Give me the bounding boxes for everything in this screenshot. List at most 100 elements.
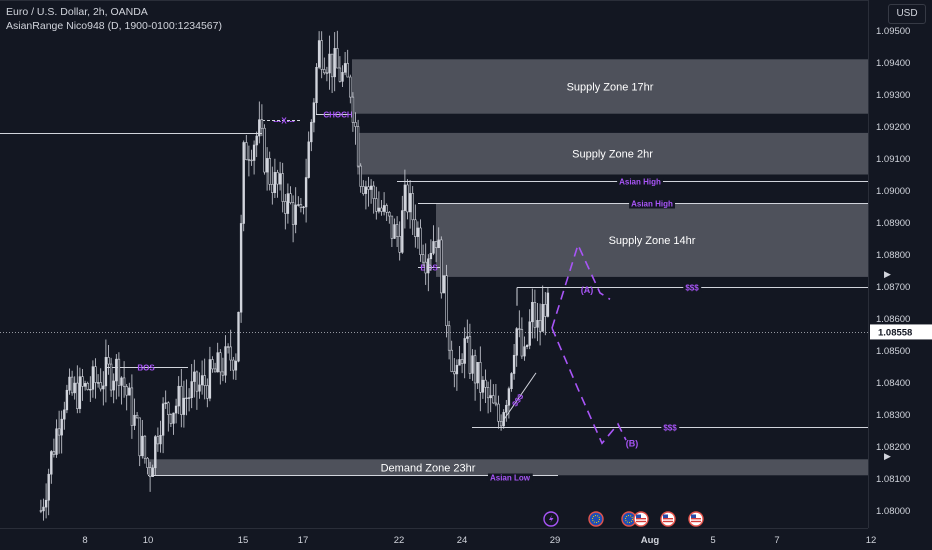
zone-label: Supply Zone 2hr <box>572 149 653 161</box>
candle-body <box>125 386 128 396</box>
eu-flag-icon[interactable] <box>621 511 637 527</box>
scroll-right-arrow-icon[interactable]: ▶ <box>884 269 891 279</box>
candle-body <box>367 186 370 190</box>
candle-body <box>73 382 76 394</box>
zone-rect <box>148 459 868 476</box>
candle-body <box>317 40 321 68</box>
candle-body <box>234 360 238 371</box>
candle-body <box>47 473 50 501</box>
candle-body <box>414 219 417 237</box>
candle-body <box>463 338 466 364</box>
candle-body <box>44 499 48 508</box>
candle-body <box>86 383 89 390</box>
candle-body <box>541 304 544 332</box>
candle-body <box>128 387 131 396</box>
candle-body <box>390 215 394 239</box>
scroll-right-arrow-icon[interactable]: ▶ <box>884 451 891 461</box>
us-flag-icon[interactable] <box>688 511 704 527</box>
candle-body <box>364 186 368 194</box>
candle-body <box>57 428 61 436</box>
candle-body <box>294 204 297 225</box>
candle-body <box>232 359 235 371</box>
candle-body <box>427 258 430 274</box>
us-flag-icon[interactable] <box>633 511 649 527</box>
candle-body <box>200 375 204 386</box>
level-label: BOS <box>137 364 155 373</box>
current-price-badge <box>870 324 932 340</box>
candle-body <box>432 241 435 254</box>
price-tick-label: 1.08400 <box>876 378 910 389</box>
candle-body <box>310 121 313 143</box>
candle-body <box>382 205 386 212</box>
candle-body <box>164 402 167 405</box>
candle-body <box>328 53 331 74</box>
candle-body <box>276 172 279 185</box>
candle-body <box>278 173 282 185</box>
level-label: CHOCH <box>323 111 353 120</box>
candle-body <box>146 457 149 468</box>
candle-body <box>507 388 511 406</box>
level--: $$$ <box>517 283 868 293</box>
candle-body <box>208 359 212 399</box>
candle-body <box>401 210 404 253</box>
candle-body <box>484 379 487 388</box>
candle-body <box>481 379 485 393</box>
price-tick-label: 1.08800 <box>876 250 910 261</box>
candle-body <box>354 122 357 127</box>
candle-body <box>180 385 183 415</box>
candle-body <box>385 205 388 213</box>
candle-body <box>182 397 186 415</box>
annotation-b: (B) <box>626 439 639 449</box>
candle-body <box>533 301 537 328</box>
price-tick-label: 1.09500 <box>876 26 910 37</box>
candle-body <box>60 418 63 436</box>
time-tick-label: 5 <box>710 535 715 546</box>
price-tick-label: 1.09200 <box>876 122 910 133</box>
candle-body <box>343 63 347 73</box>
candle-body <box>369 185 373 190</box>
indicator-title: AsianRange Nico948 (D, 1900-0100:1234567… <box>6 20 222 32</box>
candle-body <box>528 321 531 346</box>
candle-body <box>115 358 118 382</box>
candle-body <box>388 212 391 217</box>
candle-body <box>510 373 513 389</box>
time-tick-label: 29 <box>550 535 561 546</box>
candle-body <box>273 172 277 193</box>
currency-button[interactable]: USD <box>888 4 926 24</box>
lightning-icon[interactable] <box>543 511 559 527</box>
candle-body <box>544 304 547 317</box>
candle-body <box>302 206 305 209</box>
projection-path-b <box>551 327 627 445</box>
eu-flag-icon[interactable] <box>588 511 604 527</box>
candle-body <box>94 366 97 383</box>
candle-body <box>362 186 365 194</box>
candle-body <box>546 292 550 317</box>
candle-body <box>406 184 409 213</box>
candle-body <box>494 402 498 405</box>
candle-body <box>211 359 214 370</box>
candle-body <box>198 384 201 392</box>
level--x-: ---X--- <box>262 117 300 126</box>
price-tick-label: 1.09000 <box>876 186 910 197</box>
candle-body <box>523 346 526 357</box>
candle-body <box>499 421 503 427</box>
candle-body <box>349 76 352 98</box>
candle-body <box>156 436 160 445</box>
candle-body <box>377 207 381 212</box>
level-label: $$$ <box>663 424 677 433</box>
candle-body <box>393 224 396 239</box>
candle-body <box>206 385 209 399</box>
candle-body <box>518 328 521 330</box>
us-flag-icon[interactable] <box>660 511 676 527</box>
time-tick-label: 17 <box>298 535 309 546</box>
price-tick-label: 1.09100 <box>876 154 910 165</box>
candle-body <box>445 275 448 326</box>
candles <box>39 30 550 521</box>
candle-body <box>512 354 516 374</box>
projection-path-a <box>551 242 611 329</box>
zone-rect <box>357 132 868 175</box>
candle-body <box>338 67 342 82</box>
candle-body <box>419 227 422 255</box>
price-tick-label: 1.08300 <box>876 410 910 421</box>
